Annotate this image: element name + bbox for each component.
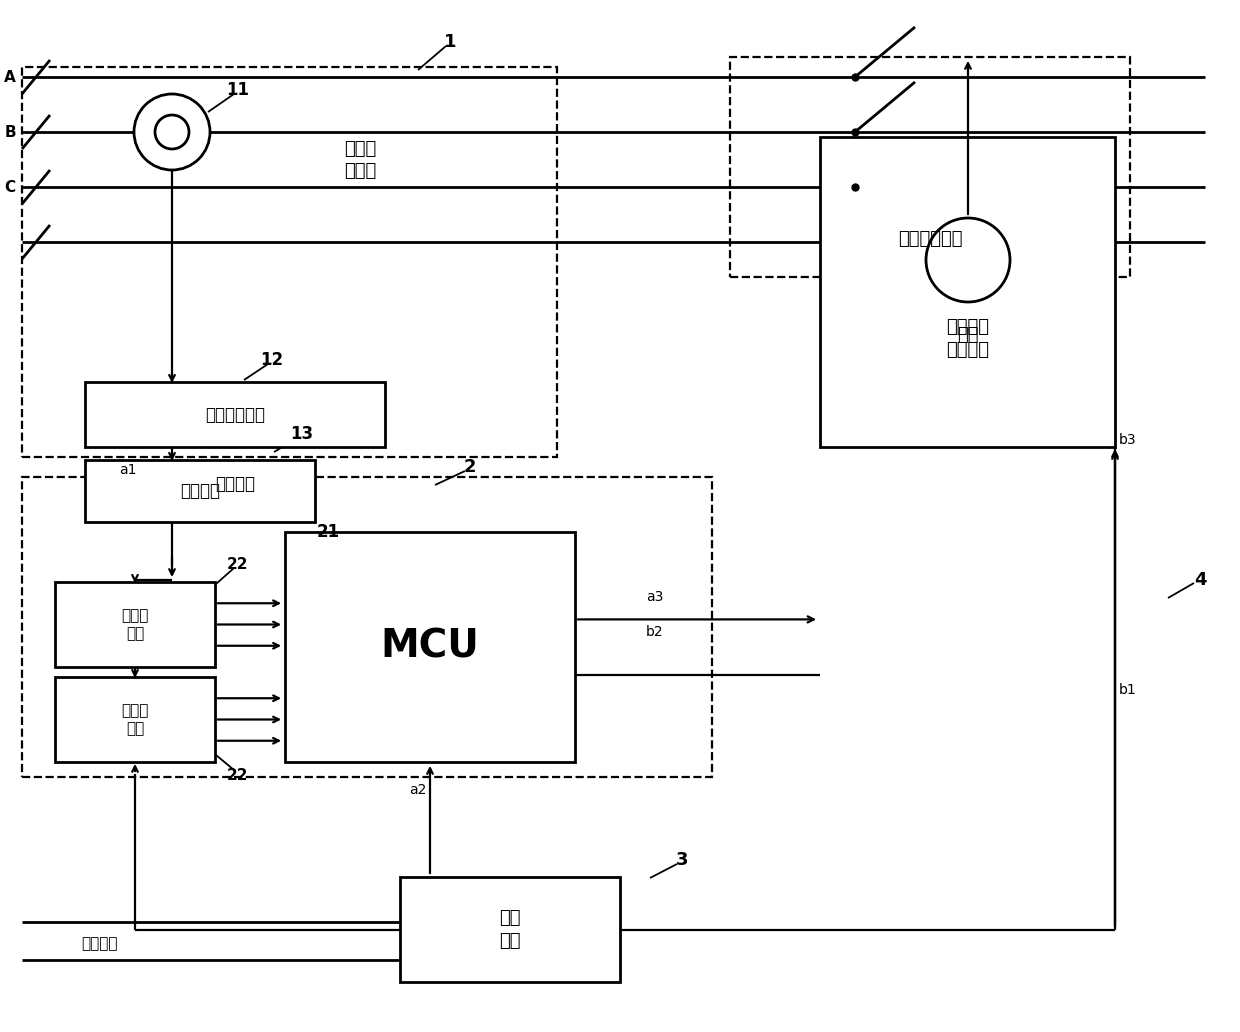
Text: 13: 13 bbox=[290, 425, 314, 443]
Text: 信号采
集模块: 信号采 集模块 bbox=[343, 140, 376, 181]
Bar bbox=[401, 877, 620, 982]
Text: B: B bbox=[4, 125, 16, 139]
Text: A: A bbox=[4, 69, 16, 85]
Circle shape bbox=[155, 115, 188, 149]
Text: 21: 21 bbox=[316, 523, 340, 541]
Text: 3: 3 bbox=[676, 851, 688, 869]
Text: a3: a3 bbox=[646, 590, 663, 604]
Bar bbox=[22, 477, 712, 777]
Text: 主控模块: 主控模块 bbox=[215, 475, 255, 493]
Text: MCU: MCU bbox=[381, 628, 480, 666]
Text: 数模转
换器: 数模转 换器 bbox=[122, 608, 149, 641]
Text: 触头动作机构: 触头动作机构 bbox=[898, 230, 962, 248]
Text: a1: a1 bbox=[119, 463, 136, 477]
Text: b3: b3 bbox=[1120, 433, 1137, 447]
Text: 11: 11 bbox=[227, 80, 249, 99]
Text: a2: a2 bbox=[409, 783, 427, 797]
Bar bbox=[730, 57, 1130, 277]
Text: 线圈电流
控制模块: 线圈电流 控制模块 bbox=[946, 319, 990, 358]
Text: 放大电路: 放大电路 bbox=[180, 482, 219, 499]
Text: 线圈取电: 线圈取电 bbox=[82, 936, 118, 952]
Text: 4: 4 bbox=[1194, 571, 1207, 589]
Text: C: C bbox=[5, 180, 16, 194]
Bar bbox=[22, 67, 557, 457]
Bar bbox=[55, 582, 215, 667]
Text: 22: 22 bbox=[227, 556, 249, 572]
Text: 数模转
换器: 数模转 换器 bbox=[122, 703, 149, 736]
Text: b1: b1 bbox=[1120, 683, 1137, 697]
Text: 12: 12 bbox=[260, 351, 284, 369]
Text: 22: 22 bbox=[227, 768, 249, 782]
Bar bbox=[820, 137, 1115, 447]
Bar bbox=[86, 382, 384, 447]
Bar bbox=[285, 533, 575, 762]
Bar bbox=[55, 677, 215, 762]
Text: b2: b2 bbox=[646, 625, 663, 639]
Circle shape bbox=[926, 218, 1011, 302]
Text: 供电
模块: 供电 模块 bbox=[500, 909, 521, 949]
Text: 2: 2 bbox=[464, 458, 476, 476]
Text: 1: 1 bbox=[444, 33, 456, 51]
Text: 低通滤波电路: 低通滤波电路 bbox=[205, 406, 265, 423]
Bar bbox=[86, 460, 315, 522]
Circle shape bbox=[134, 94, 210, 170]
Text: 线圈: 线圈 bbox=[957, 326, 978, 344]
